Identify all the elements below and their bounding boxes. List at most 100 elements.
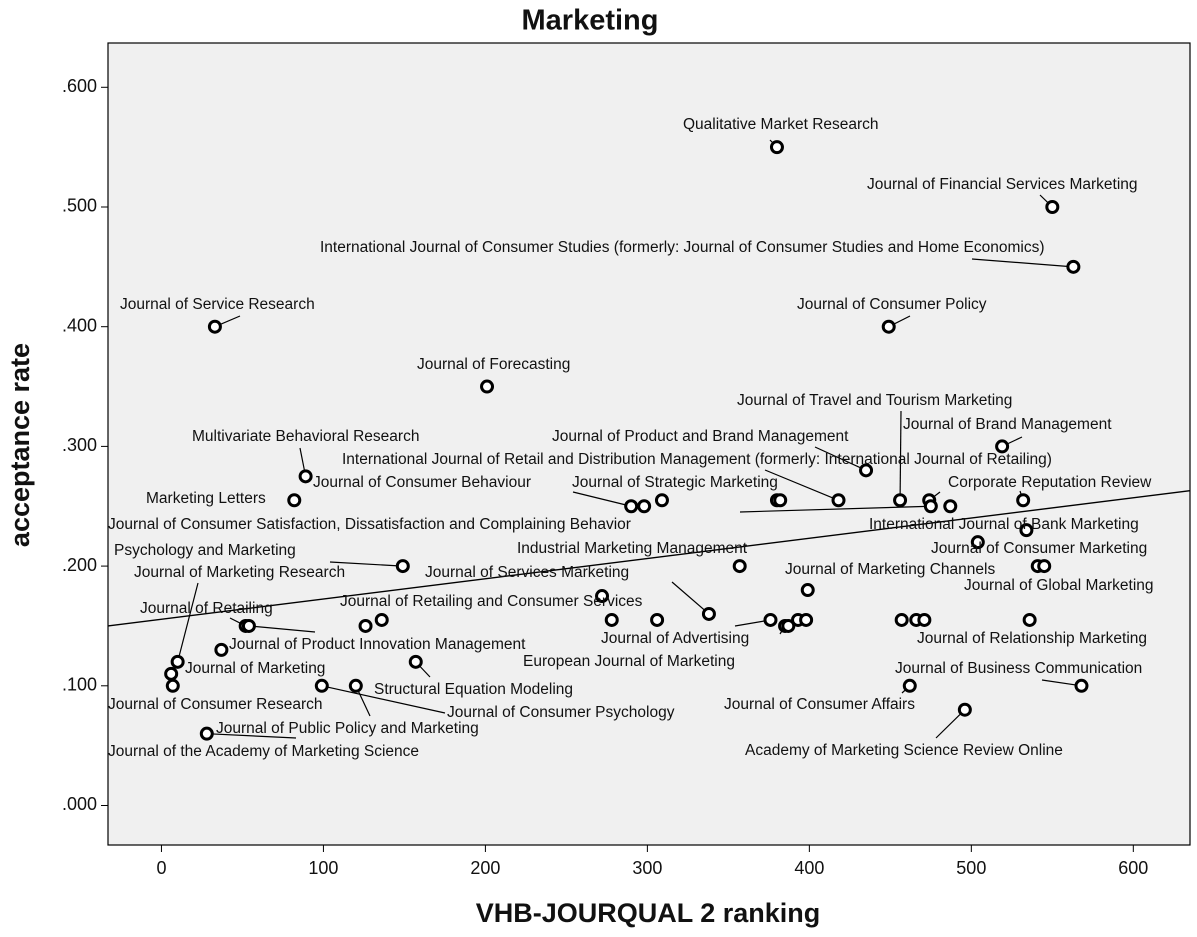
point — [763, 612, 778, 627]
point-label: Journal of Consumer Behaviour — [313, 474, 531, 491]
point — [1045, 199, 1060, 214]
point-label: Journal of Marketing — [185, 660, 325, 677]
point — [214, 642, 229, 657]
point — [1019, 523, 1034, 538]
point-label: Journal of Travel and Tourism Marketing — [737, 392, 1012, 409]
point-label: European Journal of Marketing — [523, 653, 735, 670]
point-label: Journal of Consumer Research — [108, 696, 323, 713]
point-label: Journal of Retailing and Consumer Servic… — [340, 593, 643, 610]
leader-line — [739, 505, 931, 513]
point — [902, 678, 917, 693]
point — [170, 654, 185, 669]
point-label: Journal of Consumer Satisfaction, Dissat… — [108, 516, 631, 533]
y-tick-label: .400 — [62, 315, 97, 335]
leader-line — [177, 582, 199, 663]
point — [781, 618, 796, 633]
point — [923, 499, 938, 514]
point-label: Qualitative Market Research — [683, 116, 879, 133]
point — [207, 319, 222, 334]
point — [395, 559, 410, 574]
point-label: Academy of Marketing Science Review Onli… — [745, 742, 1063, 759]
point — [374, 612, 389, 627]
point-label: Journal of Global Marketing — [964, 577, 1154, 594]
leader-line — [764, 469, 839, 501]
leader-line — [248, 625, 316, 633]
point-label: Corporate Reputation Review — [948, 474, 1152, 491]
chart-title: Marketing — [522, 5, 659, 37]
point-label: Journal of Business Communication — [895, 660, 1142, 677]
y-tick-label: .000 — [62, 794, 97, 814]
x-tick-label: 300 — [632, 858, 662, 878]
y-tick-label: .100 — [62, 675, 97, 695]
point — [831, 493, 846, 508]
leader-line — [814, 446, 867, 471]
point — [298, 469, 313, 484]
point-label: Journal of Product and Brand Management — [552, 428, 849, 445]
point — [970, 535, 985, 550]
y-axis-label: acceptance rate — [5, 343, 35, 547]
x-tick-label: 400 — [794, 858, 824, 878]
point-label: Structural Equation Modeling — [374, 681, 573, 698]
point — [595, 589, 610, 604]
point-label: Journal of Relationship Marketing — [917, 630, 1147, 647]
x-tick-label: 500 — [956, 858, 986, 878]
point — [650, 612, 665, 627]
point — [957, 702, 972, 717]
point-label: Journal of Advertising — [601, 630, 749, 647]
point — [943, 499, 958, 514]
point-label: Marketing Letters — [146, 490, 266, 507]
point — [165, 678, 180, 693]
y-tick-label: .600 — [62, 76, 97, 96]
point-label: Psychology and Marketing — [114, 542, 296, 559]
point — [637, 499, 652, 514]
point — [995, 439, 1010, 454]
point-label: Journal of Marketing Channels — [785, 561, 995, 578]
y-tick-label: .500 — [62, 196, 97, 216]
point — [1022, 612, 1037, 627]
point-label: Multivariate Behavioral Research — [192, 428, 419, 445]
x-tick-label: 200 — [470, 858, 500, 878]
x-tick-label: 600 — [1118, 858, 1148, 878]
point-label: International Journal of Retail and Dist… — [342, 451, 1052, 468]
point — [314, 678, 329, 693]
point — [800, 583, 815, 598]
point — [701, 606, 716, 621]
leader-line — [321, 685, 446, 714]
point-label: Journal of Marketing Research — [134, 564, 345, 581]
point — [893, 493, 908, 508]
point-label: Journal of Consumer Marketing — [931, 540, 1147, 557]
point-label: Journal of Consumer Psychology — [447, 704, 675, 721]
point-label: Journal of Financial Services Marketing — [867, 176, 1138, 193]
point-label: Journal of Services Marketing — [425, 564, 629, 581]
point — [917, 612, 932, 627]
fit-line — [107, 489, 1191, 627]
point-label: Industrial Marketing Management — [517, 540, 748, 557]
point — [799, 612, 814, 627]
leader-line — [671, 581, 710, 615]
point — [732, 559, 747, 574]
point — [480, 379, 495, 394]
point — [604, 612, 619, 627]
point-label: Journal of Consumer Affairs — [724, 696, 915, 713]
point — [1016, 493, 1031, 508]
point-label: Journal of the Academy of Marketing Scie… — [108, 743, 419, 760]
point-label: Journal of Public Policy and Marketing — [216, 720, 479, 737]
point-label: Journal of Consumer Policy — [797, 296, 987, 313]
point — [199, 726, 214, 741]
point-label: Journal of Service Research — [120, 296, 315, 313]
point-label: Journal of Strategic Marketing — [572, 474, 778, 491]
leader-line — [971, 258, 1074, 268]
y-tick-label: .300 — [62, 435, 97, 455]
y-tick-label: .200 — [62, 555, 97, 575]
point-label: International Journal of Bank Marketing — [869, 516, 1139, 533]
leader-line — [329, 561, 403, 567]
point — [769, 140, 784, 155]
point — [624, 499, 639, 514]
point — [1074, 678, 1089, 693]
point — [894, 612, 909, 627]
leader-line — [572, 491, 632, 507]
x-tick-label: 100 — [308, 858, 338, 878]
leader-line — [899, 410, 902, 501]
point — [348, 678, 363, 693]
